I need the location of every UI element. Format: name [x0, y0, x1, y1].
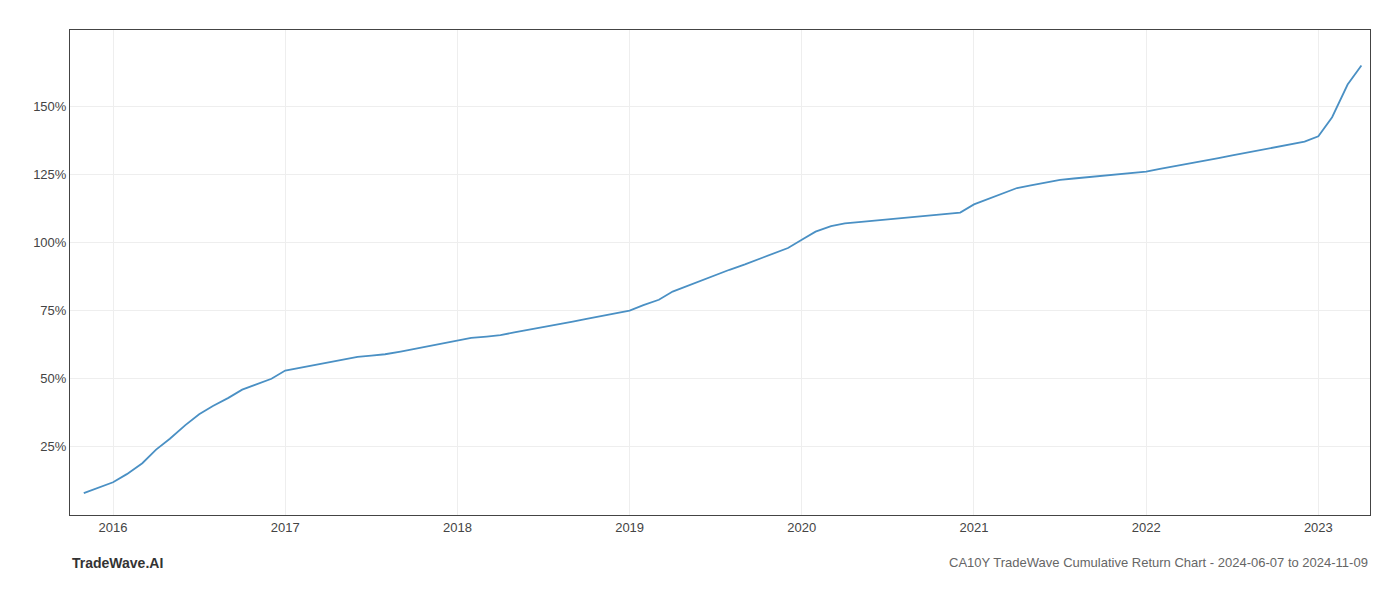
svg-text:2019: 2019	[615, 520, 644, 535]
svg-text:25%: 25%	[40, 439, 66, 454]
svg-text:2017: 2017	[271, 520, 300, 535]
svg-text:50%: 50%	[40, 371, 66, 386]
svg-text:100%: 100%	[33, 235, 67, 250]
svg-text:CA10Y TradeWave Cumulative Ret: CA10Y TradeWave Cumulative Return Chart …	[949, 555, 1368, 570]
svg-text:2022: 2022	[1132, 520, 1161, 535]
svg-text:2018: 2018	[443, 520, 472, 535]
svg-text:TradeWave.AI: TradeWave.AI	[72, 555, 163, 571]
svg-text:2021: 2021	[960, 520, 989, 535]
svg-text:2023: 2023	[1304, 520, 1333, 535]
svg-text:2016: 2016	[99, 520, 128, 535]
svg-text:125%: 125%	[33, 167, 67, 182]
svg-text:2020: 2020	[787, 520, 816, 535]
svg-text:75%: 75%	[40, 303, 66, 318]
svg-text:150%: 150%	[33, 99, 67, 114]
